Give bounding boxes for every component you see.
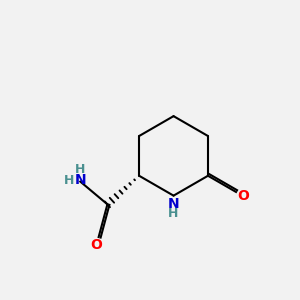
Text: O: O (237, 189, 249, 203)
Text: O: O (91, 238, 102, 252)
Text: H: H (75, 163, 86, 176)
Text: N: N (168, 197, 179, 211)
Text: H: H (168, 207, 179, 220)
Text: N: N (74, 173, 86, 187)
Text: H: H (64, 174, 74, 187)
